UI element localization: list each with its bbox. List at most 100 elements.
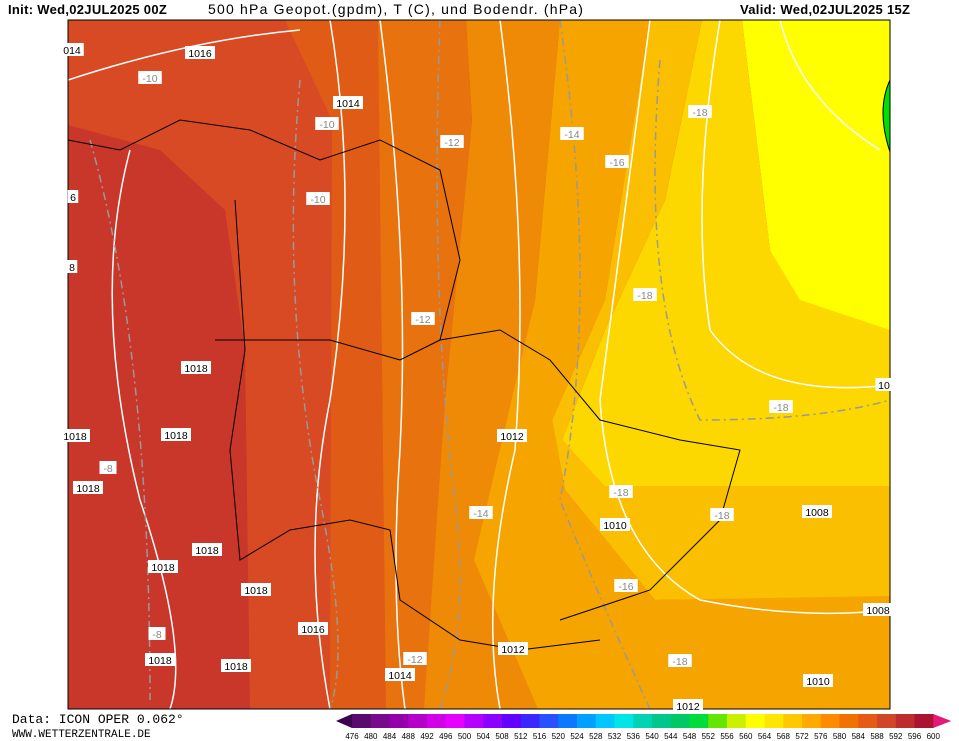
colorbar-swatch [614,714,634,728]
temperature-label: -14 [564,129,579,141]
label-box [440,135,464,148]
band [285,20,388,709]
borders [68,119,741,651]
pressure-label: 1014 [336,98,360,110]
label-box [605,155,629,168]
colorbar-swatch [520,714,540,728]
colorbar-swatch [389,714,409,728]
colorbar-label: 516 [533,732,547,741]
temperature-label: -12 [407,654,422,666]
colorbar-label: 592 [889,732,903,741]
init-time: Init: Wed,02JUL2025 00Z [8,2,167,17]
colorbar-label: 600 [927,732,941,741]
colorbar: 476 480 484 488 492 496 500 504 508 512 516 520 524 5… [336,714,952,741]
pressure-label: 1018 [184,363,208,375]
temperature-label: -10 [142,73,157,85]
pressure-label: 014 [63,45,81,57]
title: 500 hPa Geopot.(gpdm), T (C), und Bodend… [208,1,584,17]
label-box [138,71,162,84]
label-box [161,428,191,441]
colorbar-swatch [839,714,859,728]
colorbar-swatch [802,714,822,728]
label-box [145,653,175,666]
colorbar-label: 580 [833,732,847,741]
colorbar-swatch [577,714,597,728]
label-box [333,96,363,109]
colorbar-swatch [539,714,559,728]
label-box [802,505,832,518]
label-box [60,429,90,442]
temperature-label: -8 [103,463,112,475]
label-box [875,378,893,391]
colorbar-label: 496 [439,732,453,741]
temperature-label: -18 [613,487,628,499]
colorbar-swatch [727,714,747,728]
colorbar-label: 584 [852,732,866,741]
pressure-label: 1018 [195,545,219,557]
pressure-label: 10 [878,380,890,392]
pressure-label: 1008 [805,507,829,519]
pressure-label: 1018 [63,431,87,443]
pressure-label: 1008 [866,605,890,617]
website: WWW.WETTERZENTRALE.DE [12,729,151,741]
pressure-label: 1014 [388,670,412,682]
temperature-label: -18 [773,402,788,414]
label-box [192,543,222,556]
colorbar-label: 476 [345,732,359,741]
label-box [185,46,215,59]
colorbar-arrow [336,714,352,728]
label-box [673,699,703,712]
temperature-label: -8 [152,629,161,641]
colorbar-label: 596 [908,732,922,741]
colorbar-swatch [914,714,934,728]
colorbar-swatch [820,714,840,728]
label-box [560,127,584,140]
colorbar-swatch [895,714,915,728]
temperature-label: -14 [473,508,488,520]
pressure-label: 1018 [151,562,175,574]
colorbar-label: 576 [814,732,828,741]
colorbar-label: 540 [645,732,659,741]
label-box [66,260,78,273]
label-box [60,43,84,56]
colorbar-arrow [933,714,952,728]
colorbar-swatch [633,714,653,728]
colorbar-swatch [745,714,765,728]
pressure-label: 1016 [188,48,212,60]
colorbar-label: 512 [514,732,528,741]
label-box [298,622,328,635]
band [742,20,890,330]
pressure-label: 1018 [164,430,188,442]
colorbar-swatch [877,714,897,728]
colorbar-label: 552 [702,732,716,741]
colorbar-label: 520 [552,732,566,741]
pressure-label: 1018 [224,661,248,673]
temperature-label: -12 [415,314,430,326]
colorbar-label: 480 [364,732,378,741]
colorbar-swatch [352,714,372,728]
colorbar-label: 544 [664,732,678,741]
data-source: Data: ICON OPER 0.062° [12,712,184,727]
map-frame [67,19,891,710]
colorbar-swatch [652,714,672,728]
colorbar-label: 504 [477,732,491,741]
label-box [73,481,103,494]
pressure-label: 1010 [806,676,830,688]
colorbar-swatch [445,714,465,728]
pressure-label: 1012 [500,431,524,443]
colorbar-swatch [764,714,784,728]
pressure-label: 1018 [244,585,268,597]
colorbar-label: 588 [870,732,884,741]
colorbar-label: 500 [458,732,472,741]
pressure-label: 8 [69,262,75,274]
label-box [221,659,251,672]
label-box [181,361,211,374]
colorbar-swatch [708,714,728,728]
band [552,20,890,600]
label-box [241,583,271,596]
label-box [633,288,657,301]
colorbar-swatch [595,714,615,728]
colorbar-swatch [370,714,390,728]
label-box [403,652,427,665]
